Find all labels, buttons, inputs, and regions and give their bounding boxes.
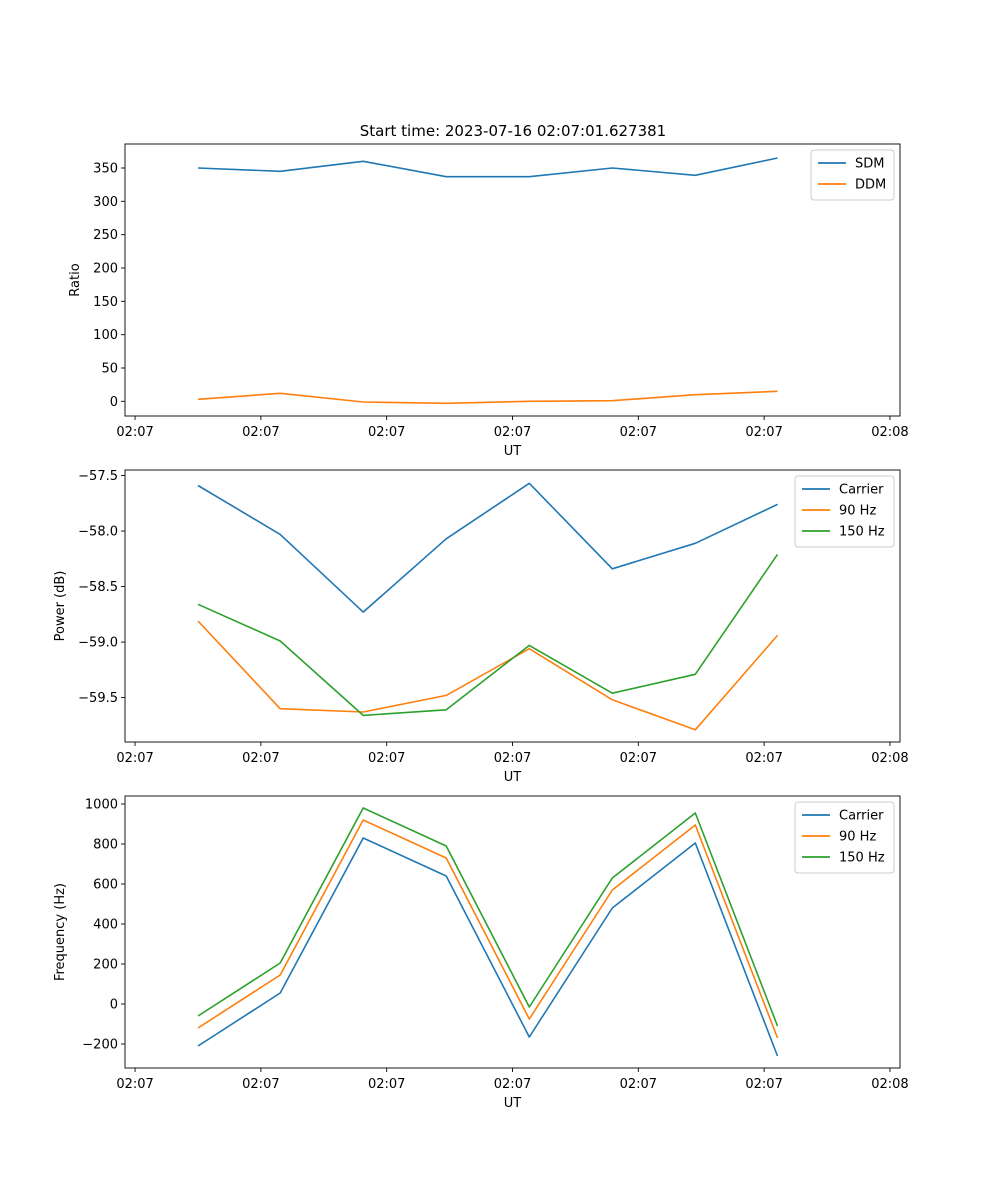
panels: 02:07 02:07 02:07 02:07 02:07 02:07 02:08 0 50 10… — [53, 143, 909, 1111]
x-tick-label: 02:07 — [116, 425, 153, 440]
y-axis-label: Power (dB) — [53, 571, 68, 642]
x-tick-label: 02:07 — [242, 1077, 279, 1092]
y-tick-label: 150 — [93, 295, 118, 310]
x-tick-label: 02:07 — [368, 425, 405, 440]
x-tick-label: 02:08 — [871, 425, 908, 440]
legend-entry: SDM — [855, 157, 884, 172]
legend-entry: 150 Hz — [839, 851, 885, 866]
legend-entry: 90 Hz — [839, 830, 876, 845]
y-tick-label: 350 — [93, 162, 118, 177]
series-line-90-hz — [197, 620, 779, 731]
y-tick-label: −200 — [82, 1038, 118, 1053]
y-axis-label: Ratio — [68, 263, 83, 296]
y-axis-label: Frequency (Hz) — [53, 883, 68, 981]
legend-box — [794, 801, 895, 874]
x-tick-label: 02:08 — [871, 751, 908, 766]
x-axis-label: UT — [504, 770, 522, 785]
y-tick-label: 100 — [93, 328, 118, 343]
y-tick-label: −57.5 — [78, 469, 118, 484]
y-tick-label: −58.5 — [78, 580, 118, 595]
legend-entry: Carrier — [839, 809, 884, 824]
series-line-90-hz — [197, 819, 779, 1039]
x-tick-label: 02:07 — [620, 751, 657, 766]
y-tick-label: 1000 — [85, 798, 118, 813]
y-tick-label: −58.0 — [78, 525, 118, 540]
legend-box — [794, 475, 895, 548]
x-tick-label: 02:07 — [745, 1077, 782, 1092]
series-line-carrier — [197, 837, 779, 1057]
x-tick-label: 02:07 — [620, 425, 657, 440]
legend: Carrier 90 Hz 150 Hz — [794, 475, 895, 548]
y-tick-label: 300 — [93, 195, 118, 210]
panel-1: 02:07 02:07 02:07 02:07 02:07 02:07 02:08 0 50 10… — [68, 143, 909, 459]
panel-3: 02:07 02:07 02:07 02:07 02:07 02:07 02:08 −200 0… — [53, 795, 909, 1111]
x-tick-label: 02:07 — [745, 751, 782, 766]
legend: Carrier 90 Hz 150 Hz — [794, 801, 895, 874]
y-tick-label: −59.5 — [78, 691, 118, 706]
legend: SDM DDM — [810, 149, 895, 201]
x-tick-label: 02:07 — [620, 1077, 657, 1092]
panel-2: 02:07 02:07 02:07 02:07 02:07 02:07 02:08 −59.5… — [53, 469, 909, 785]
series-line-150-hz — [197, 553, 779, 717]
y-tick-label: 50 — [101, 362, 118, 377]
legend-entry: Carrier — [839, 483, 884, 498]
x-tick-label: 02:07 — [745, 425, 782, 440]
x-tick-label: 02:07 — [368, 751, 405, 766]
legend-entry: DDM — [855, 178, 886, 193]
legend-entry: 90 Hz — [839, 504, 876, 519]
y-tick-label: 0 — [110, 998, 118, 1013]
x-axis-label: UT — [504, 1096, 522, 1111]
y-tick-label: 0 — [110, 395, 118, 410]
x-tick-label: 02:07 — [242, 751, 279, 766]
x-tick-label: 02:08 — [871, 1077, 908, 1092]
x-axis-label: UT — [504, 444, 522, 459]
series-line-150-hz — [197, 807, 779, 1027]
y-tick-label: 600 — [93, 878, 118, 893]
y-tick-label: 200 — [93, 262, 118, 277]
x-tick-label: 02:07 — [116, 1077, 153, 1092]
x-tick-label: 02:07 — [242, 425, 279, 440]
legend-entry: 150 Hz — [839, 525, 885, 540]
y-tick-label: 250 — [93, 228, 118, 243]
y-tick-label: 400 — [93, 918, 118, 933]
x-tick-label: 02:07 — [368, 1077, 405, 1092]
x-tick-label: 02:07 — [494, 751, 531, 766]
series-line-ddm — [197, 390, 778, 405]
y-tick-label: −59.0 — [78, 636, 118, 651]
series-line-sdm — [197, 157, 778, 178]
x-tick-label: 02:07 — [494, 1077, 531, 1092]
x-tick-label: 02:07 — [494, 425, 531, 440]
y-tick-label: 200 — [93, 958, 118, 973]
y-tick-label: 800 — [93, 838, 118, 853]
series-line-carrier — [197, 482, 778, 613]
x-tick-label: 02:07 — [116, 751, 153, 766]
figure-title: Start time: 2023-07-16 02:07:01.627381 — [360, 122, 666, 140]
